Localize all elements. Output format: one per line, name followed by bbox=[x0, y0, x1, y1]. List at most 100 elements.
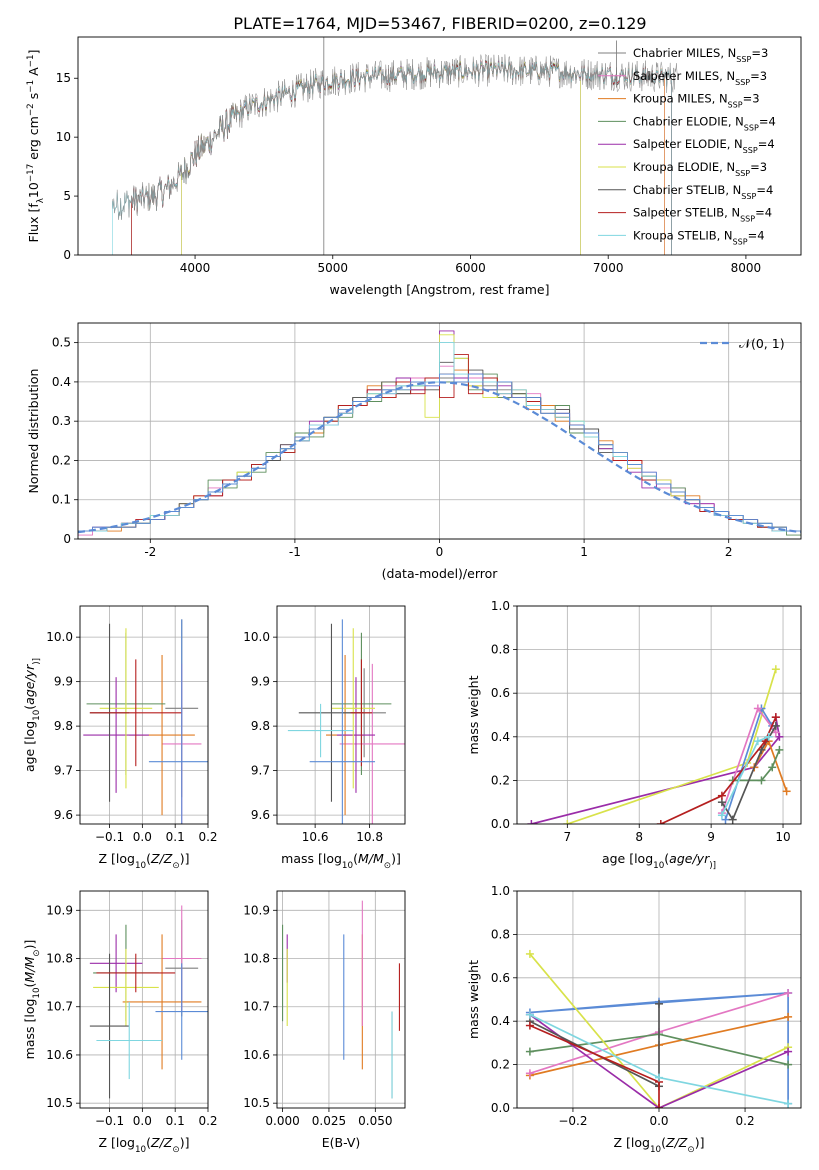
y-tick-label: 10.5 bbox=[243, 1096, 270, 1110]
y-tick-label: 0.2 bbox=[52, 453, 71, 467]
mass-weight-line bbox=[660, 716, 777, 824]
mass-weight-marker bbox=[784, 1099, 793, 1108]
plot-area bbox=[527, 665, 791, 824]
x-tick-label: 0.2 bbox=[198, 830, 217, 844]
error-cross bbox=[336, 677, 376, 793]
legend-name: Kroupa STELIB, N bbox=[633, 228, 733, 242]
y-tick-label: 0.4 bbox=[491, 730, 510, 744]
mass-weight-marker bbox=[753, 737, 762, 746]
y-tick-label: 10.6 bbox=[243, 1048, 270, 1062]
plot-area bbox=[112, 37, 678, 255]
legend-suffix: =4 bbox=[758, 137, 775, 151]
label-part: 10 bbox=[135, 1145, 146, 1155]
label-part: erg cm bbox=[26, 116, 41, 164]
mass-weight-marker bbox=[771, 721, 780, 730]
legend-suffix: =4 bbox=[755, 206, 772, 220]
axes-frame bbox=[516, 890, 802, 1109]
plot-area bbox=[525, 949, 793, 1108]
axes-frame bbox=[77, 36, 802, 256]
y-tick-label: 9.7 bbox=[54, 764, 73, 778]
axes: 0.000 0.025 0.050 10.5 10.6 10.7 10.8 10.9 E(B-V… bbox=[243, 890, 406, 1150]
x-tick-label: 8 bbox=[635, 830, 643, 844]
x-tick-label: 7 bbox=[564, 830, 572, 844]
axes: 4000 5000 6000 7000 8000 0 5 10 15 wavelength [An… bbox=[26, 36, 802, 297]
label-part: )] bbox=[180, 1135, 190, 1150]
axes-frame bbox=[79, 890, 209, 1109]
label-part: 10 bbox=[342, 861, 353, 871]
y-tick-label: 0.2 bbox=[491, 773, 510, 787]
y-tick-label: 10.9 bbox=[46, 903, 73, 917]
x-tick-label: 7000 bbox=[593, 261, 624, 275]
age-vs-metallicity-panel: −0.1 0.0 0.1 0.29.69.79.89.910.0Z [log10(Z/… bbox=[22, 605, 218, 871]
x-tick-label: 8000 bbox=[731, 261, 762, 275]
x-tick-label: 6000 bbox=[455, 261, 486, 275]
spectrum-model-line bbox=[131, 60, 666, 255]
legend-suffix: =3 bbox=[751, 46, 768, 60]
y-axis-label: age [log10(age/yr)] bbox=[22, 658, 42, 772]
y-axis-label: mass weight bbox=[466, 675, 481, 754]
x-axis-label: Z [log10(Z/Z⊙)] bbox=[99, 851, 190, 871]
x-axis-label: Z [log10(Z/Z⊙)] bbox=[614, 1135, 705, 1155]
x-tick-label: 10.8 bbox=[356, 830, 383, 844]
spectrum-model-line bbox=[131, 60, 666, 255]
x-tick-label: 0.2 bbox=[736, 1114, 755, 1128]
spectrum-data-line bbox=[112, 54, 678, 221]
x-tick-label: 0.0 bbox=[649, 1114, 668, 1128]
x-axis-label: wavelength [Angstrom, rest frame] bbox=[329, 282, 549, 297]
y-tick-label: 9.6 bbox=[251, 808, 270, 822]
label-part: )] bbox=[391, 851, 401, 866]
axes-frame bbox=[79, 605, 209, 825]
label-part: age [log bbox=[22, 721, 37, 772]
legend-label: Salpeter ELODIE, NSSP=4 bbox=[633, 137, 775, 155]
label-part: 10 bbox=[26, 182, 41, 198]
axes-frame bbox=[77, 322, 802, 540]
error-cross bbox=[96, 1001, 163, 1080]
mass-weight-marker bbox=[717, 811, 726, 820]
mass-weight-marker bbox=[525, 949, 534, 958]
label-part: age [log bbox=[602, 851, 653, 866]
label-part: age/yr bbox=[669, 851, 710, 866]
error-cross bbox=[83, 677, 149, 793]
legend-label: Salpeter MILES, NSSP=3 bbox=[633, 69, 767, 87]
y-tick-label: 0 bbox=[63, 248, 71, 262]
label-part: mass [log bbox=[22, 999, 37, 1060]
legend-sub: SSP bbox=[736, 55, 751, 64]
mass-weight-marker bbox=[775, 745, 784, 754]
legend-suffix: =4 bbox=[759, 114, 776, 128]
label-part: 10 bbox=[135, 861, 146, 871]
legend-name: Chabrier MILES, N bbox=[633, 46, 736, 60]
label-part: )] bbox=[180, 851, 190, 866]
x-tick-label: 0.0 bbox=[133, 1114, 152, 1128]
label-part: −1 bbox=[26, 80, 36, 93]
x-tick-label: -1 bbox=[289, 545, 301, 559]
legend-suffix: =3 bbox=[750, 69, 767, 83]
spectrum-model-line bbox=[181, 60, 582, 255]
spectrum-model-line bbox=[181, 60, 582, 255]
legend-sub: SSP bbox=[735, 77, 750, 86]
y-tick-label: 1.0 bbox=[491, 599, 510, 613]
label-part: 10 bbox=[650, 1145, 661, 1155]
mass-weight-marker bbox=[771, 665, 780, 674]
mass-weight-line bbox=[529, 1014, 789, 1108]
mass-weight-marker bbox=[775, 732, 784, 741]
spectrum-model-line bbox=[131, 60, 666, 255]
y-tick-label: 5 bbox=[63, 189, 71, 203]
label-part: ( bbox=[146, 1135, 151, 1150]
label-part: M/M bbox=[22, 957, 37, 983]
legend-name: Salpeter STELIB, N bbox=[633, 206, 740, 220]
y-tick-label: 9.9 bbox=[251, 675, 270, 689]
legend-sub: SSP bbox=[741, 191, 756, 200]
axes: −0.2 0.0 0.2 0.0 0.2 0.4 0.6 0.8 1.0 Z [log10(Z/Z… bbox=[466, 884, 802, 1155]
y-tick-label: 9.8 bbox=[251, 719, 270, 733]
y-tick-label: 0 bbox=[63, 532, 71, 546]
y-tick-label: 0.2 bbox=[491, 1058, 510, 1072]
label-part: ⊙ bbox=[172, 1145, 179, 1155]
mass-weight-marker bbox=[563, 820, 572, 824]
y-axis-label: Normed distribution bbox=[26, 369, 41, 494]
mass-weight-line bbox=[724, 707, 773, 820]
legend-label: Salpeter STELIB, NSSP=4 bbox=[633, 206, 772, 224]
y-tick-label: 9.6 bbox=[54, 808, 73, 822]
y-tick-label: 10.0 bbox=[243, 630, 270, 644]
y-tick-label: 10.8 bbox=[46, 952, 73, 966]
